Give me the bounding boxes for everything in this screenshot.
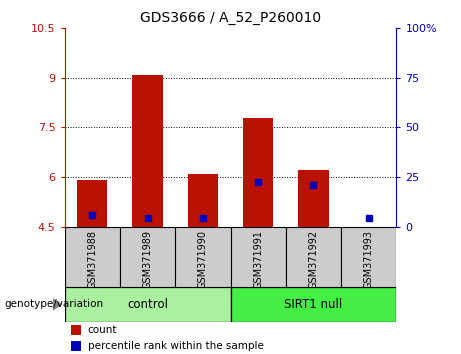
Bar (243, 118, 273, 227)
Text: GSM371993: GSM371993 (364, 230, 374, 289)
Bar (65, 227, 120, 287)
Bar (341, 227, 396, 287)
Text: control: control (127, 298, 168, 311)
Bar (286, 227, 341, 287)
Text: GSM371989: GSM371989 (142, 230, 153, 289)
Bar (230, 287, 396, 322)
Text: GSM371988: GSM371988 (87, 230, 97, 289)
Bar (71, 341, 81, 351)
Text: count: count (88, 325, 117, 335)
Text: percentile rank within the sample: percentile rank within the sample (88, 341, 264, 351)
Text: GSM371990: GSM371990 (198, 230, 208, 289)
Bar (132, 75, 163, 227)
Text: GSM371991: GSM371991 (253, 230, 263, 289)
Text: genotype/variation: genotype/variation (5, 299, 104, 309)
Bar (175, 227, 230, 287)
Bar (65, 287, 230, 322)
Bar (230, 227, 286, 287)
Bar (71, 325, 81, 335)
Text: GSM371992: GSM371992 (308, 230, 319, 289)
Bar (298, 170, 329, 227)
Bar (188, 174, 218, 227)
Bar (120, 227, 175, 287)
Title: GDS3666 / A_52_P260010: GDS3666 / A_52_P260010 (140, 11, 321, 24)
Text: SIRT1 null: SIRT1 null (284, 298, 343, 311)
Bar (77, 180, 107, 227)
